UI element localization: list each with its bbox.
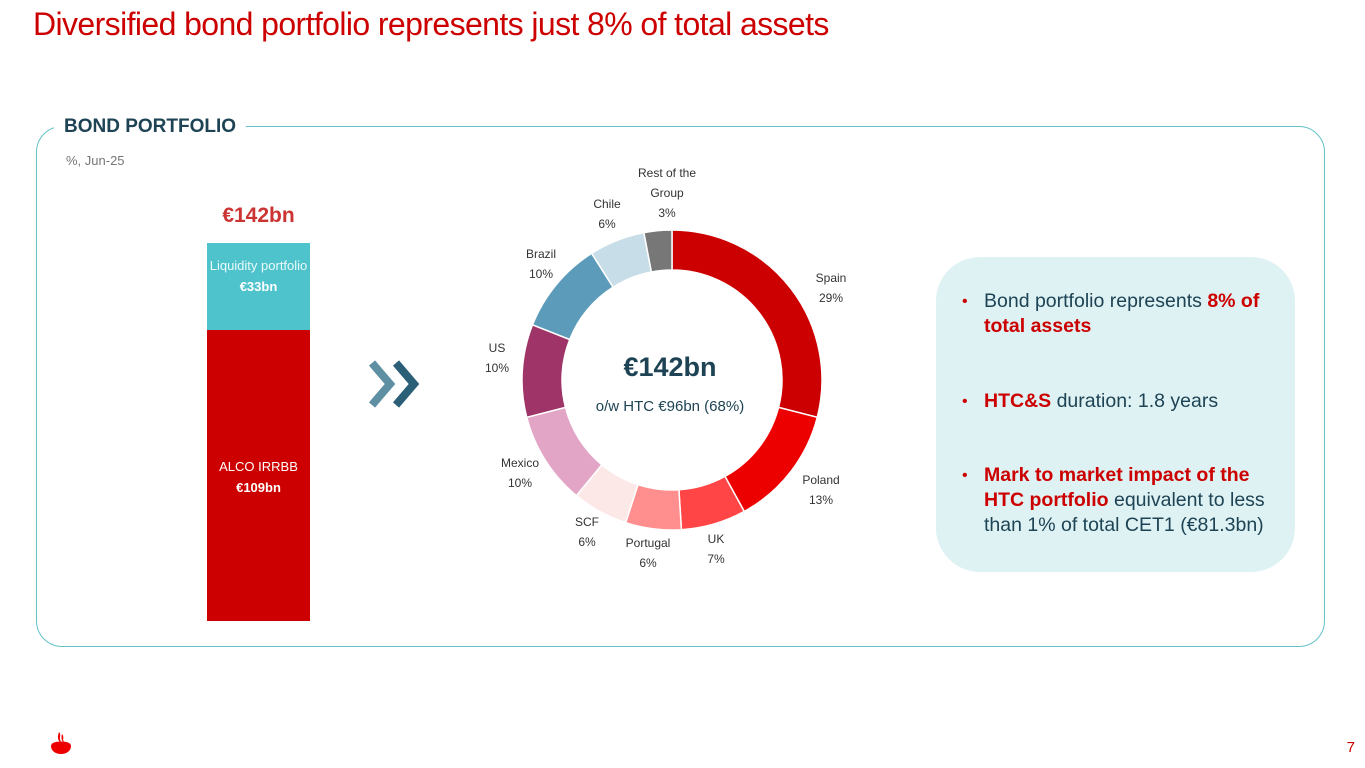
donut-label-portugal: Portugal 6% [626,536,671,570]
bullet-total-assets: Bond portfolio represents 8% of total as… [962,289,1284,339]
donut-slice-poland [723,406,819,513]
alco-irrbb-bar: ALCO IRRBB €109bn [207,330,310,621]
page-number: 7 [1346,739,1355,756]
section-label: BOND PORTFOLIO [54,116,247,138]
section-subtitle: %, Jun-25 [66,153,125,168]
bullet-duration: HTC&S duration: 1.8 years [962,389,1284,414]
stack-total-label: €142bn [222,204,295,227]
liquidity-portfolio-label: Liquidity portfolio [209,258,308,273]
liquidity-portfolio-value: €33bn [239,279,278,294]
bullet-text: equivalent to less than 1% of total CET1… [984,489,1265,536]
donut-label-rest-of-the-group: Rest of the Group 3% [638,166,696,220]
bond-portfolio-frame [36,126,1325,647]
donut-label-mexico: Mexico 10% [501,456,539,490]
donut-label-uk: UK 7% [707,532,725,566]
bullet-highlight: 8% of total assets [984,290,1260,337]
donut-label-us: US 10% [485,341,509,375]
bullet-mtm-impact: Mark to market impact of the HTC portfol… [962,463,1284,538]
santander-flame-logo-icon [51,732,71,754]
liquidity-portfolio-bar: Liquidity portfolio €33bn [207,243,310,330]
bullet-highlight: Mark to market impact of the HTC portfol… [984,464,1250,511]
donut-label-chile: Chile 6% [593,197,621,231]
bullet-text: Bond portfolio represents [984,290,1208,312]
alco-irrbb-label: ALCO IRRBB [219,459,298,474]
bullet-highlight: HTC&S [984,390,1052,412]
donut-slice-rest-of-the-group [643,229,673,273]
donut-center-total: €142bn [623,352,717,382]
double-chevron-right-icon [368,360,420,408]
alco-irrbb-value: €109bn [236,480,281,495]
donut-label-spain: Spain 29% [816,271,847,305]
key-facts-panel: Bond portfolio represents 8% of total as… [936,257,1295,572]
donut-label-poland: Poland 13% [802,473,839,507]
donut-label-scf: SCF 6% [575,515,599,549]
donut-center-note: o/w HTC €96bn (68%) [595,398,745,415]
donut-label-brazil: Brazil 10% [526,247,556,281]
page-title: Diversified bond portfolio represents ju… [33,6,829,42]
donut-slice-spain [671,229,823,419]
bullet-text: duration: 1.8 years [1051,390,1219,412]
